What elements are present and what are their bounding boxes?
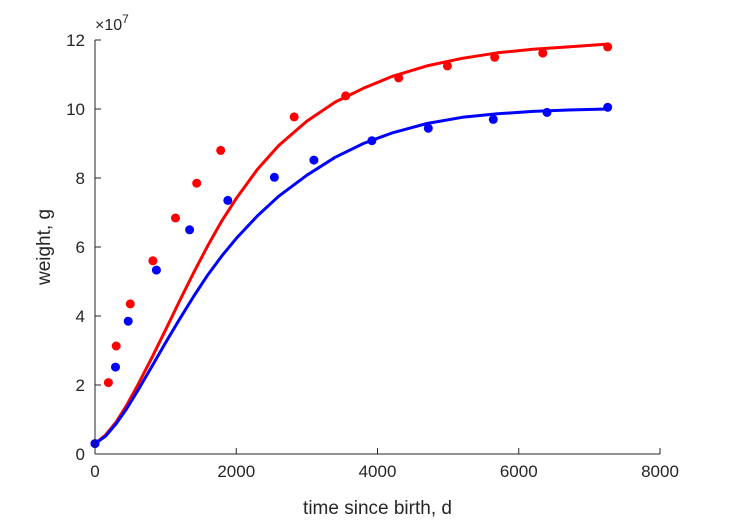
x-axis-label: time since birth, d: [303, 498, 452, 519]
y-exponent-label: ×107: [95, 12, 129, 34]
data-point-red: [216, 145, 226, 155]
data-point-blue: [367, 136, 377, 146]
y-axis-label: weight, g: [34, 209, 55, 286]
data-points: [90, 42, 613, 449]
data-point-red: [125, 299, 135, 309]
y-tick-label: 8: [76, 169, 85, 188]
fit-curve-blue: [93, 107, 609, 446]
x-tick-label: 6000: [500, 462, 538, 481]
x-ticks: 0 2000 4000 6000 8000: [90, 448, 679, 481]
x-tick-label: 2000: [217, 462, 255, 481]
data-point-blue: [309, 155, 319, 165]
data-point-red: [289, 112, 299, 122]
data-point-red: [171, 213, 180, 223]
data-point-blue: [151, 265, 161, 275]
data-point-red: [442, 61, 452, 71]
y-tick-label: 12: [66, 31, 85, 50]
data-point-red: [111, 341, 121, 351]
data-point-blue: [123, 316, 133, 326]
data-point-blue: [423, 123, 433, 133]
axes: [94, 40, 660, 455]
data-point-red: [192, 178, 202, 188]
fit-curve-red: [93, 42, 609, 446]
y-tick-label: 10: [66, 100, 85, 119]
data-point-red: [490, 52, 500, 62]
y-tick-label: 6: [76, 238, 85, 257]
y-tick-label: 4: [76, 307, 85, 326]
data-point-red: [538, 48, 548, 58]
data-point-red: [341, 91, 351, 101]
data-point-blue: [488, 114, 498, 124]
y-tick-label: 0: [76, 445, 85, 464]
x-tick-label: 0: [90, 462, 99, 481]
x-tick-label: 4000: [359, 462, 397, 481]
data-point-red: [603, 42, 613, 52]
data-point-blue: [223, 195, 233, 205]
data-point-blue: [542, 107, 552, 117]
data-point-blue: [603, 102, 613, 112]
y-tick-label: 2: [76, 376, 85, 395]
fit-curves: [93, 42, 609, 446]
y-ticks: 0 2 4 6 8 10 12: [66, 31, 101, 464]
y-exponent-power: 7: [122, 12, 129, 26]
x-tick-label: 8000: [641, 462, 679, 481]
y-exponent-base: ×10: [95, 17, 122, 34]
data-point-blue: [185, 225, 195, 235]
data-point-blue: [111, 362, 120, 372]
data-point-blue: [269, 172, 279, 182]
data-point-red: [148, 256, 158, 266]
data-point-red: [103, 378, 113, 388]
data-point-red: [394, 73, 404, 83]
